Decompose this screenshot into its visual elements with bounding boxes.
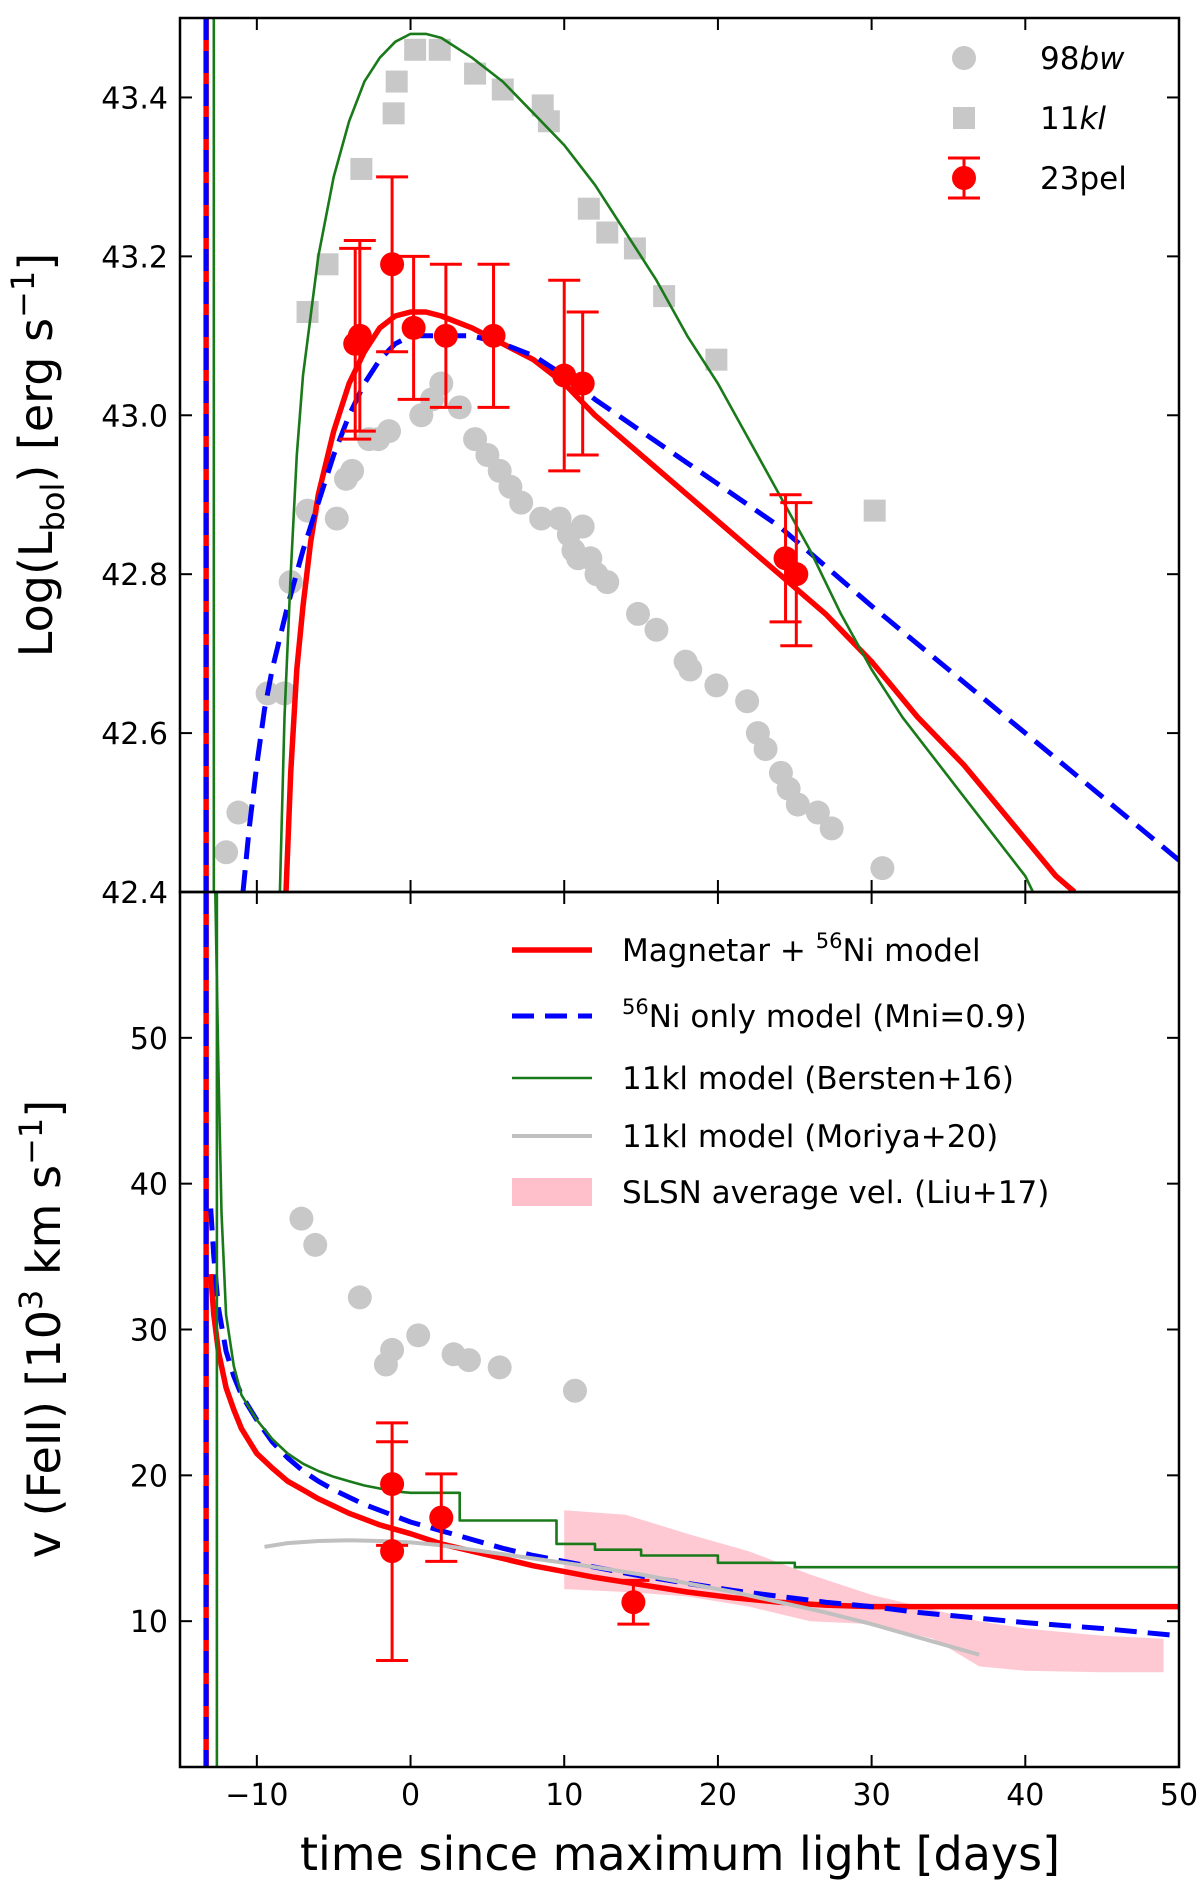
vel-xtick-label: 30 (853, 1778, 891, 1813)
luminosity-y-axis-label: Log(Lbol) [erg s−1] (4, 253, 72, 657)
lum-11kl-point (385, 70, 408, 93)
vel-23pel-point (380, 1539, 405, 1564)
lum-98bw-point (509, 490, 534, 515)
vel-ytick-label: 30 (130, 1314, 168, 1349)
vel-98bw-velocities-point (406, 1323, 431, 1348)
legend-label: 11kl model (Moriya+20) (622, 1119, 998, 1155)
vel-98bw-velocities-point (562, 1378, 587, 1403)
lum-98bw-point (704, 673, 729, 698)
vel-11kl-model-moriya-20-line (264, 1538, 980, 1657)
lum-23pel-point (380, 252, 405, 277)
vel-98bw-velocities-point (289, 1206, 314, 1231)
vel-xtick-label: 40 (1006, 1778, 1044, 1813)
vel-98bw-velocities-point (347, 1285, 372, 1310)
lum-98bw-point (324, 506, 349, 531)
x-axis-label: time since maximum light [days] (300, 1827, 1060, 1881)
lum-11kl-point (491, 78, 514, 101)
legend-label: SLSN average vel. (Liu+17) (622, 1175, 1049, 1211)
lum-98bw-point (626, 601, 651, 626)
lum-23pel-point (347, 323, 372, 348)
lum-56ni-only-model-mni-0-9-line (240, 333, 1179, 892)
lum-98bw-point (214, 840, 239, 865)
lum-98bw-point (529, 506, 554, 531)
lum-98bw-point (753, 736, 778, 761)
lum-23pel-point (784, 562, 809, 587)
vel-magnetar-56ni-model-line (207, 1273, 1179, 1610)
lum-98bw-point (785, 792, 810, 817)
lum-98bw-point (226, 800, 251, 825)
lum-11kl-model-bersten-16-line (278, 32, 1035, 892)
vel-98bw-velocities-point (303, 1232, 328, 1257)
velocity-y-axis-label: v (FeII) [103 km s−1] (12, 1100, 71, 1558)
legend-23pel-marker (952, 166, 976, 190)
velocity-axes-frame (178, 890, 1181, 1769)
vel-ytick-label: 20 (130, 1459, 168, 1494)
lum-ytick-label: 42.8 (101, 558, 168, 593)
lum-23pel-point (552, 363, 577, 388)
lum-ytick-label: 43.0 (101, 399, 168, 434)
legend-label: 56Ni only model (Mni=0.9) (622, 995, 1027, 1035)
legend-slsn-swatch (512, 1178, 592, 1206)
vel-ytick-label: 40 (130, 1168, 168, 1203)
lum-23pel-point (570, 371, 595, 396)
lum-ytick-label: 42.6 (101, 717, 168, 752)
legend-label: Magnetar + 56Ni model (622, 929, 981, 969)
lum-ytick-label: 43.4 (101, 81, 168, 116)
lum-11kl-point (705, 348, 728, 371)
lum-11kl-point (428, 38, 451, 61)
lum-98bw-point (735, 689, 760, 714)
legend-label: 98bw (1040, 41, 1125, 77)
lum-98bw-point (595, 570, 620, 595)
lum-98bw-point (429, 371, 454, 396)
lum-11kl-point (316, 253, 339, 276)
lum-98bw-point (644, 617, 669, 642)
vel-xtick-label: 50 (1160, 1778, 1198, 1813)
lum-98bw-point (678, 657, 703, 682)
lum-23pel-point (433, 323, 458, 348)
lum-98bw-point (340, 458, 365, 483)
legend-11kl-marker (953, 107, 975, 129)
vel-23pel-point (621, 1590, 646, 1615)
lum-11kl-point (296, 300, 319, 323)
lum-98bw-point (570, 514, 595, 539)
vel-xtick-label: 0 (401, 1778, 420, 1813)
lum-11kl-point (404, 38, 427, 61)
vel-98bw-velocities-point (380, 1337, 405, 1362)
lum-98bw-point (805, 800, 830, 825)
velocity-panel: 10 20 30 40 50 −10 0 10 20 30 40 50 Magnetar + 56Ni… (12, 892, 1198, 1881)
legend-label: 11kl model (Bersten+16) (622, 1061, 1014, 1097)
lum-11kl-point (863, 499, 886, 522)
lum-98bw-point (819, 816, 844, 841)
lum-11kl-point (464, 62, 487, 85)
vel-xtick-label: 10 (545, 1778, 583, 1813)
lum-23pel-point (401, 315, 426, 340)
luminosity-panel: 42.4 42.6 42.8 43.0 43.2 43.4 98bw 11kl 23pel L… (4, 18, 1180, 911)
vel-ytick-label: 10 (130, 1605, 168, 1640)
lum-11kl-point (537, 110, 560, 133)
vel-xtick-label: −10 (225, 1778, 288, 1813)
luminosity-legend: 98bw 11kl 23pel (948, 41, 1127, 200)
lum-11kl-point (350, 157, 373, 180)
lum-98bw-point (870, 856, 895, 881)
lum-98bw-point (377, 419, 402, 444)
vel-98bw-velocities-point (487, 1355, 512, 1380)
lum-11kl-point (577, 197, 600, 220)
vel-slsn-average-vel-liu-17-band (564, 1510, 1164, 1673)
legend-98bw-marker (952, 46, 976, 70)
lum-11kl-point (596, 221, 619, 244)
legend-label: 23pel (1040, 161, 1127, 197)
velocity-legend: Magnetar + 56Ni model 56Ni only model (Mn… (512, 929, 1049, 1211)
vel-23pel-point (429, 1505, 454, 1530)
lum-11kl-point (382, 102, 405, 125)
vel-xtick-label: 20 (699, 1778, 737, 1813)
vel-11kl-model-bersten-16-line (214, 892, 1179, 1569)
lum-ytick-label: 43.2 (101, 240, 168, 275)
vel-98bw-velocities-point (456, 1348, 481, 1373)
legend-label: 11kl (1040, 101, 1106, 137)
lum-ytick-label: 42.4 (101, 876, 168, 911)
vel-ytick-label: 50 (130, 1022, 168, 1057)
lum-23pel-point (481, 323, 506, 348)
